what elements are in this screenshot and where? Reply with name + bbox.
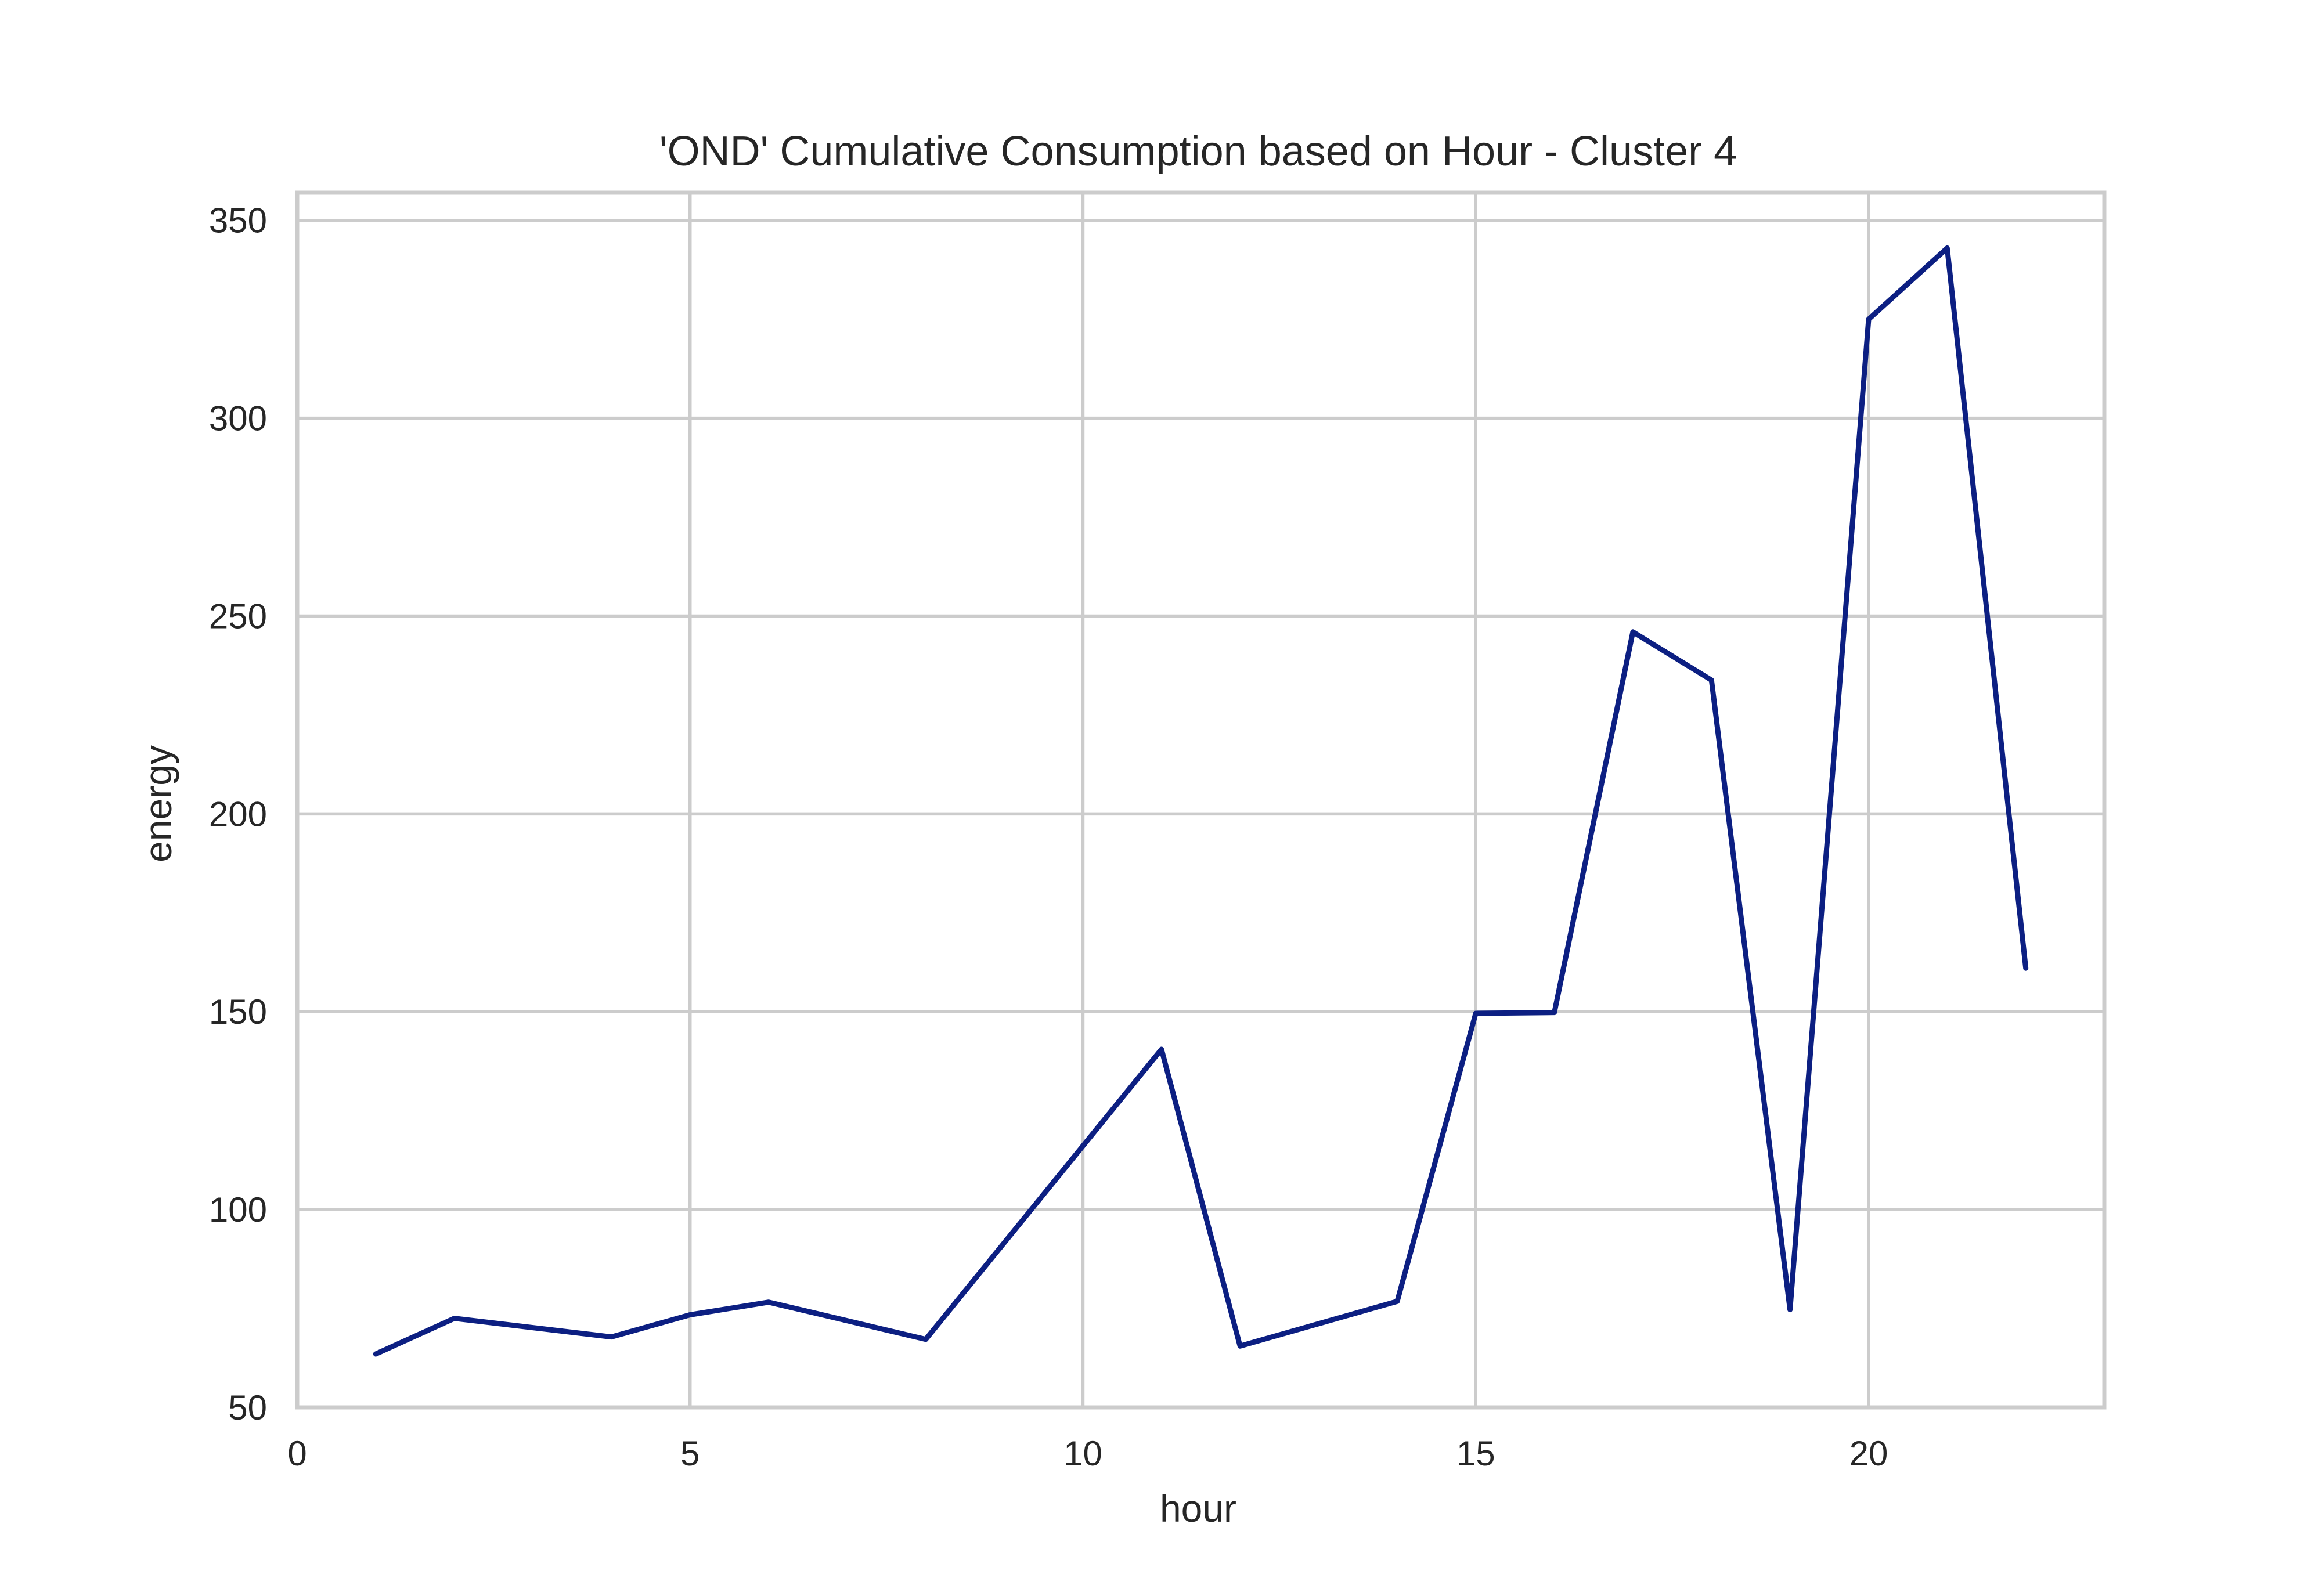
x-axis-label: hour	[1160, 1487, 1236, 1530]
chart-title: 'OND' Cumulative Consumption based on Ho…	[659, 128, 1737, 175]
x-tick-label: 5	[680, 1434, 700, 1473]
x-tick-label: 0	[287, 1434, 307, 1473]
x-axis-ticks: 0 5 10 15 20	[287, 1434, 1888, 1473]
plot-frame	[295, 190, 2107, 1410]
x-tick-label: 20	[1849, 1434, 1888, 1473]
y-tick-label: 200	[209, 795, 267, 833]
x-tick-label: 10	[1063, 1434, 1102, 1473]
y-tick-label: 300	[209, 399, 267, 438]
y-axis-ticks: 50 100 150 200 250 300 350	[209, 201, 267, 1427]
y-axis-label: energy	[136, 745, 179, 862]
x-tick-label: 15	[1456, 1434, 1495, 1473]
series-layer	[373, 245, 2029, 1357]
y-tick-label: 250	[209, 597, 267, 635]
y-tick-label: 50	[228, 1388, 267, 1427]
y-tick-label: 100	[209, 1190, 267, 1229]
y-tick-label: 150	[209, 992, 267, 1031]
y-tick-label: 350	[209, 201, 267, 240]
